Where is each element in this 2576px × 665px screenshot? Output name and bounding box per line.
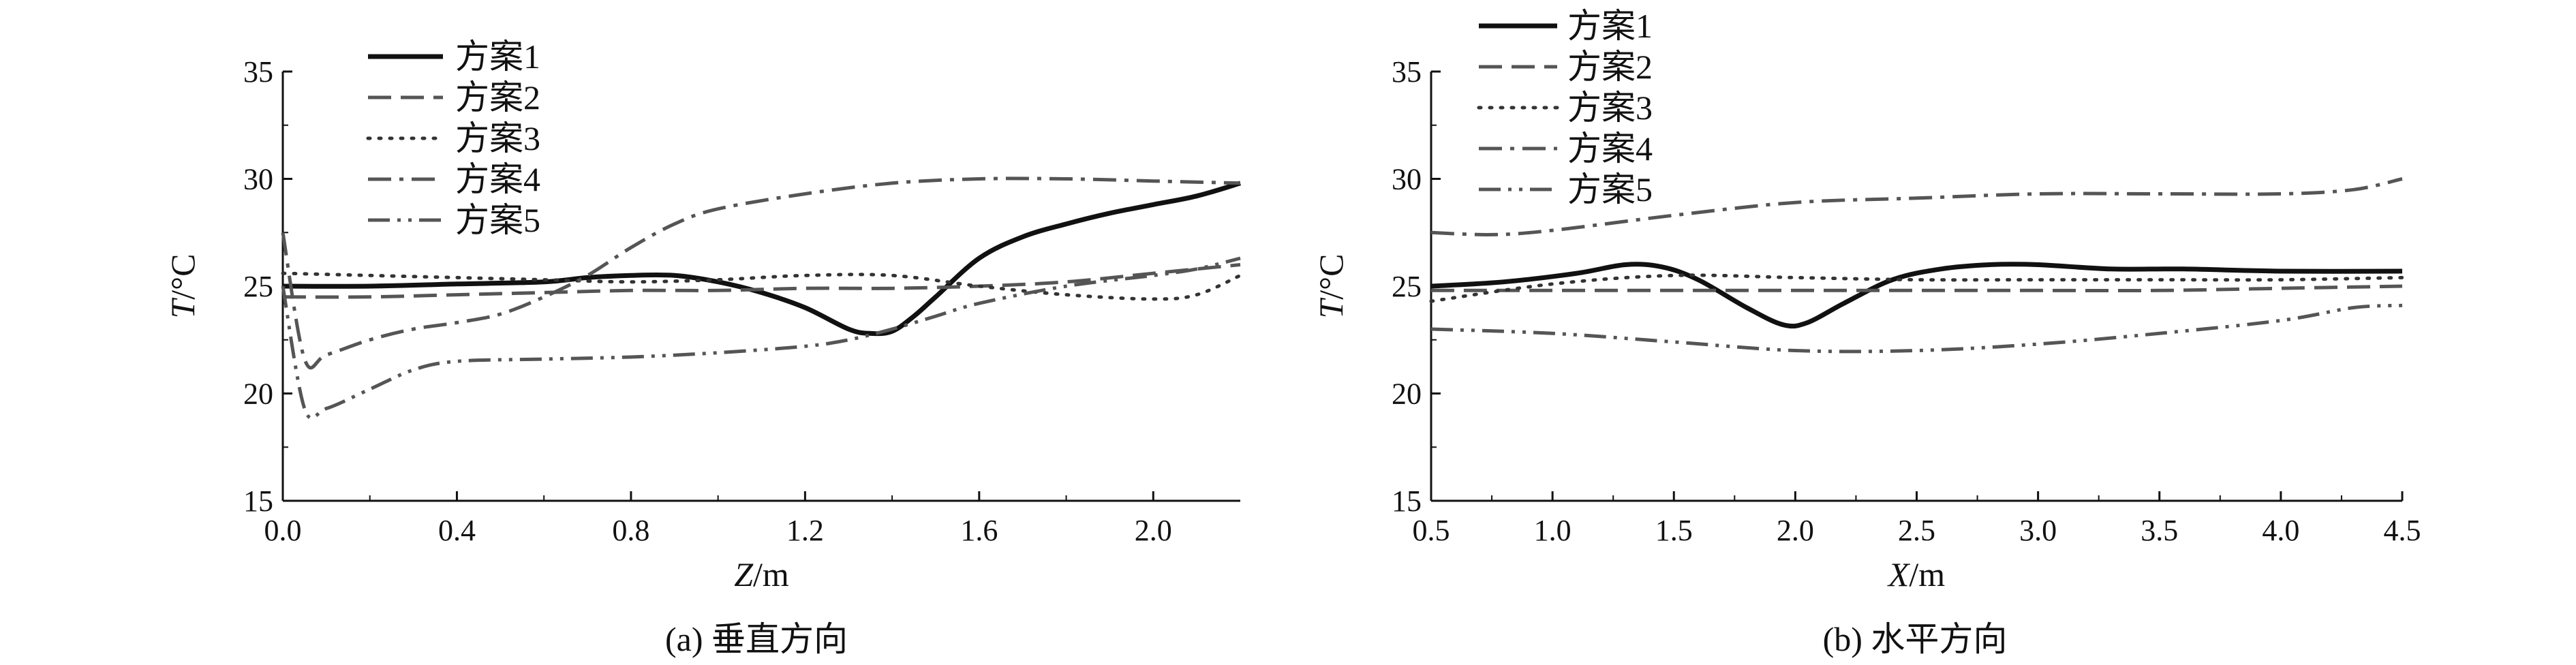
panel-caption: (b) 水平方向 (1823, 620, 2008, 658)
y-tick-label: 20 (1392, 377, 1422, 411)
series-line-1 (282, 181, 1242, 337)
x-tick-label: 1.0 (1534, 514, 1571, 547)
x-tick-label: 0.5 (1413, 514, 1450, 547)
y-tick-label: 30 (1392, 163, 1422, 196)
x-tick-label: 4.0 (2262, 514, 2299, 547)
x-tick-label: 1.6 (960, 514, 998, 547)
x-tick-label: 3.5 (2141, 514, 2178, 547)
y-tick-label: 20 (243, 377, 273, 411)
series-line-1 (1430, 262, 2403, 329)
series-line-5 (281, 256, 1241, 420)
x-tick-label: 0.8 (612, 514, 649, 547)
x-tick-label: 2.5 (1898, 514, 1935, 547)
x-tick-label: 4.5 (2384, 514, 2421, 547)
y-tick-label: 35 (1392, 55, 1422, 89)
x-tick-label: 2.0 (1135, 514, 1172, 547)
series-line-2 (1431, 284, 2403, 293)
y-tick-label: 25 (1392, 270, 1422, 303)
x-axis-title: Z/m (734, 555, 789, 593)
series-line-5 (1430, 303, 2403, 354)
y-axis-title: T/°C (164, 253, 202, 318)
series-line-2 (282, 263, 1241, 299)
series-line-4 (1430, 177, 2403, 236)
x-tick-label: 0.0 (264, 514, 302, 547)
x-tick-label: 3.0 (2019, 514, 2057, 547)
y-tick-label: 15 (243, 484, 273, 518)
panel-caption: (a) 垂直方向 (665, 620, 848, 658)
chart-panel-1: 15 20 25 30 35 0.0 0.4 0.8 1.2 1.6 2.0 Z/m T/°C (a) 垂… (164, 37, 1242, 658)
x-tick-label: 1.5 (1655, 514, 1693, 547)
y-tick-label: 30 (243, 163, 273, 196)
x-tick-label: 0.4 (438, 514, 476, 547)
y-tick-label: 35 (243, 55, 273, 89)
legend-label-3: 方案3 (455, 119, 540, 157)
legend-label-1: 方案1 (1567, 7, 1653, 45)
legend-label-5: 方案5 (1567, 170, 1653, 208)
legend-label-3: 方案3 (1567, 89, 1653, 127)
x-axis-title: X/m (1887, 555, 1945, 593)
y-tick-label: 15 (1392, 484, 1422, 518)
x-tick-label: 2.0 (1777, 514, 1814, 547)
series-line-4 (281, 176, 1241, 370)
y-axis-title: T/°C (1312, 253, 1350, 318)
legend-label-4: 方案4 (1567, 129, 1653, 168)
y-tick-label: 25 (243, 270, 273, 303)
series-line-3 (281, 271, 1242, 301)
legend-label-2: 方案2 (455, 78, 540, 117)
legend-label-1: 方案1 (455, 37, 540, 76)
legend-label-4: 方案4 (455, 160, 540, 198)
chart-panel-2: 15 20 25 30 35 0.5 1.0 1.5 2.0 2.5 3.0 3.5 4.0 4.5 X/m… (1312, 7, 2421, 658)
legend-label-2: 方案2 (1567, 48, 1653, 86)
legend-label-5: 方案5 (455, 201, 540, 239)
x-tick-label: 1.2 (786, 514, 824, 547)
